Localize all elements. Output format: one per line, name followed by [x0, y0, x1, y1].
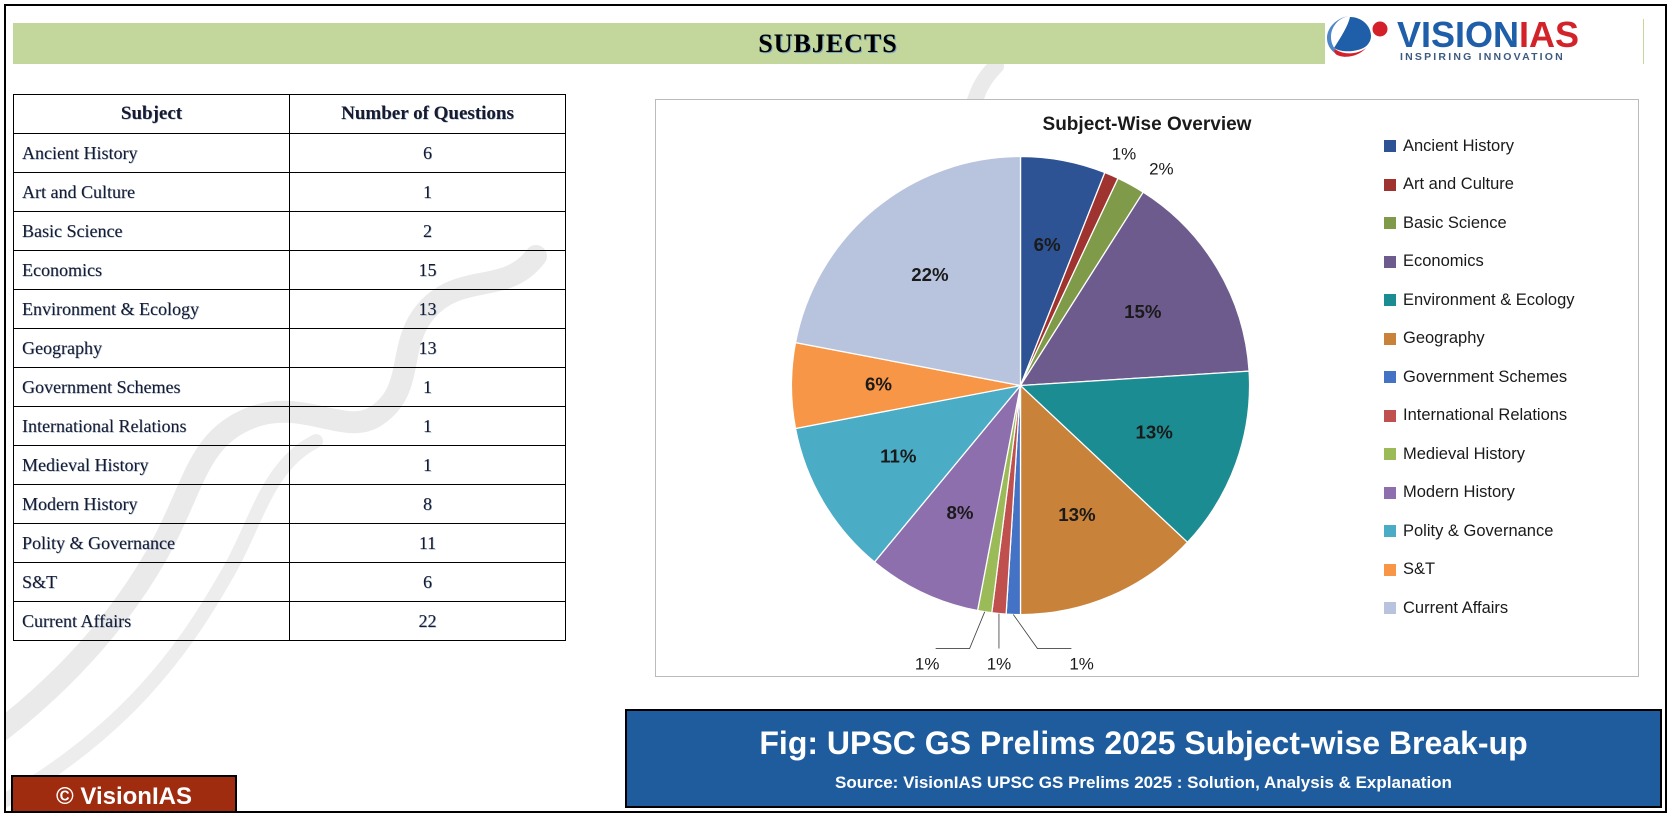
svg-text:6%: 6%	[1034, 234, 1061, 255]
svg-text:15%: 15%	[1124, 301, 1162, 322]
svg-text:1%: 1%	[1112, 144, 1137, 163]
svg-text:11%: 11%	[880, 446, 917, 467]
svg-text:1%: 1%	[915, 655, 940, 674]
svg-text:INSPIRING INNOVATION: INSPIRING INNOVATION	[1400, 51, 1565, 63]
svg-text:22%: 22%	[911, 264, 949, 285]
svg-text:1%: 1%	[1069, 655, 1094, 674]
svg-text:8%: 8%	[947, 502, 974, 523]
svg-text:6%: 6%	[865, 373, 892, 394]
svg-text:1%: 1%	[987, 655, 1012, 674]
svg-text:VISIONIAS: VISIONIAS	[1397, 14, 1579, 55]
svg-text:13%: 13%	[1135, 422, 1173, 443]
svg-text:2%: 2%	[1149, 160, 1174, 179]
svg-text:13%: 13%	[1058, 504, 1096, 525]
